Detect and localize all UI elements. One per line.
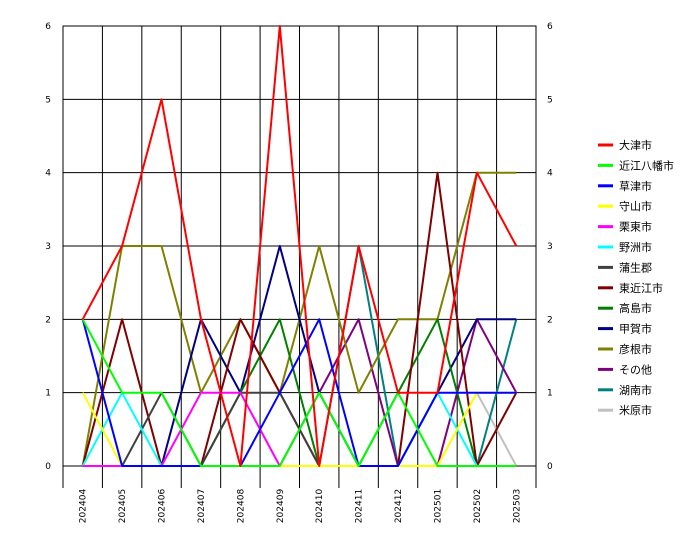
- legend-label: 米原市: [619, 403, 652, 417]
- series-line: [81, 318, 517, 467]
- y-tick-label-right: 3: [547, 242, 553, 252]
- legend-label: 野洲市: [619, 240, 652, 254]
- y-tick-label-left: 0: [45, 462, 51, 472]
- y-tick-label-left: 4: [45, 169, 51, 179]
- x-tick-label: 202502: [473, 489, 483, 523]
- legend-label: 草津市: [619, 179, 652, 193]
- legend-label: 大津市: [619, 138, 652, 152]
- y-tick-label-right: 2: [547, 315, 553, 325]
- legend-label: 湖南市: [619, 383, 652, 397]
- x-tick-label: 202409: [276, 489, 286, 524]
- y-tick-label-left: 5: [45, 95, 51, 105]
- x-tick-label: 202407: [197, 489, 207, 523]
- legend-label: 栗東市: [619, 220, 652, 234]
- series-line: [81, 25, 518, 467]
- legend-label: 守山市: [619, 199, 652, 213]
- series-layer: [81, 25, 518, 467]
- legend-label: 近江八幡市: [619, 158, 674, 172]
- y-tick-label-left: 6: [45, 22, 51, 32]
- x-tick-label: 202501: [433, 489, 443, 523]
- x-tick-label: 202404: [79, 489, 89, 524]
- x-tick-label: 202410: [315, 489, 325, 524]
- series-line: [81, 318, 517, 467]
- y-tick-label-right: 5: [547, 95, 553, 105]
- y-tick-label-right: 4: [547, 169, 553, 179]
- y-tick-label-left: 1: [45, 389, 51, 399]
- y-tick-label-right: 1: [547, 389, 553, 399]
- x-tick-label: 202408: [236, 489, 246, 524]
- y-tick-label-left: 2: [45, 315, 51, 325]
- x-tick-label: 202411: [355, 489, 365, 523]
- legend-label: 甲賀市: [619, 322, 652, 336]
- legend-label: 東近江市: [619, 281, 663, 295]
- x-tick-label: 202503: [512, 489, 522, 523]
- x-tick-label: 202406: [158, 489, 168, 524]
- legend-label: 彦根市: [619, 342, 652, 356]
- y-tick-label-left: 3: [45, 242, 51, 252]
- x-tick-label: 202405: [118, 489, 128, 523]
- y-tick-label-right: 6: [547, 22, 553, 32]
- x-tick-label: 202412: [394, 489, 404, 523]
- legend-label: 蒲生郡: [619, 260, 652, 274]
- y-tick-label-right: 0: [547, 462, 553, 472]
- axis-layer: 0 0 1 1 2 2 3 3 4 4 5 5 6 6 202404 202405 202406 202407 20…: [45, 22, 553, 523]
- legend: 大津市近江八幡市草津市守山市栗東市野洲市蒲生郡東近江市高島市甲賀市彦根市その他湖…: [598, 138, 674, 417]
- legend-label: その他: [619, 363, 652, 376]
- legend-label: 高島市: [619, 301, 652, 315]
